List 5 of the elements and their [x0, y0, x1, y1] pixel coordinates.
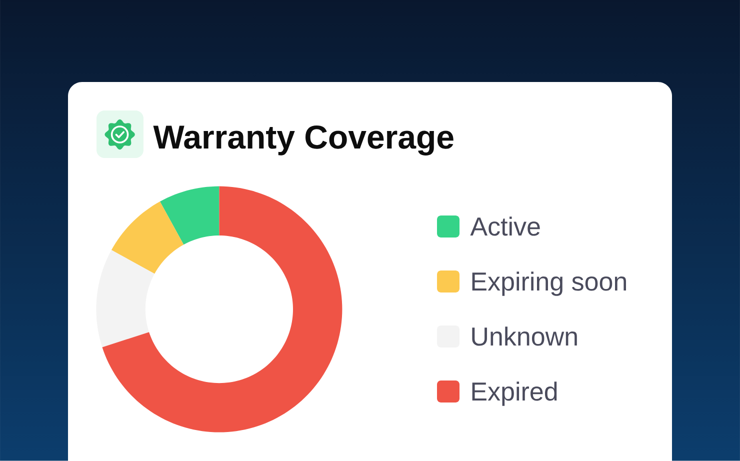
legend-label: Expired: [472, 382, 557, 406]
legend-label: Expiring soon: [472, 272, 626, 296]
legend-label: Active: [470, 216, 540, 236]
legend-label: Unknown: [472, 326, 577, 346]
chart-title: Warranty Coverage: [153, 125, 454, 156]
